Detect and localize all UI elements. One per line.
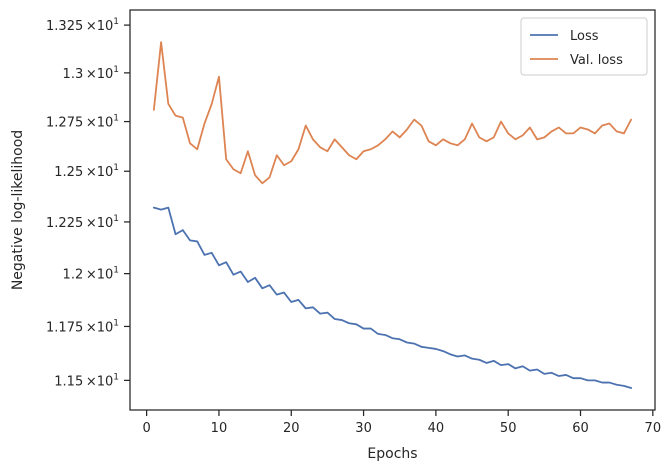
legend-label-val-loss: Val. loss (570, 53, 623, 68)
x-tick-label: 40 (428, 421, 445, 436)
plot-frame (129, 9, 656, 411)
y-tick-label: 1.275 ×101 (46, 114, 119, 131)
y-tick-label: 1.175 ×101 (46, 318, 119, 335)
legend-label-loss: Loss (570, 29, 599, 44)
x-tick-label: 10 (211, 421, 228, 436)
x-axis-label: Epochs (367, 446, 417, 462)
y-tick-label: 1.2 ×101 (63, 266, 119, 283)
series-line-val-loss (152, 41, 633, 185)
series-line-loss (152, 206, 633, 389)
x-tick-label: 30 (355, 421, 372, 436)
plot-lines (152, 41, 633, 389)
y-axis-label: Negative log-likelihood (10, 130, 26, 290)
y-tick-label: 1.3 ×101 (63, 65, 119, 82)
y-tick-label: 1.225 ×101 (46, 214, 119, 231)
x-tick-label: 50 (500, 421, 517, 436)
legend-box (520, 17, 648, 76)
x-tick-label: 70 (645, 421, 662, 436)
axis-ticks: 0 10 20 30 40 50 60 70 1.15 ×101 1.175 ×101 1.2 ×1… (46, 17, 661, 436)
x-tick-label: 0 (142, 421, 150, 436)
y-tick-label: 1.15 ×101 (54, 372, 119, 389)
x-tick-label: 60 (572, 421, 589, 436)
legend: Loss Val. loss (520, 17, 648, 76)
y-tick-label: 1.325 ×101 (46, 17, 119, 34)
x-tick-label: 20 (283, 421, 300, 436)
y-tick-label: 1.25 ×101 (54, 163, 119, 180)
